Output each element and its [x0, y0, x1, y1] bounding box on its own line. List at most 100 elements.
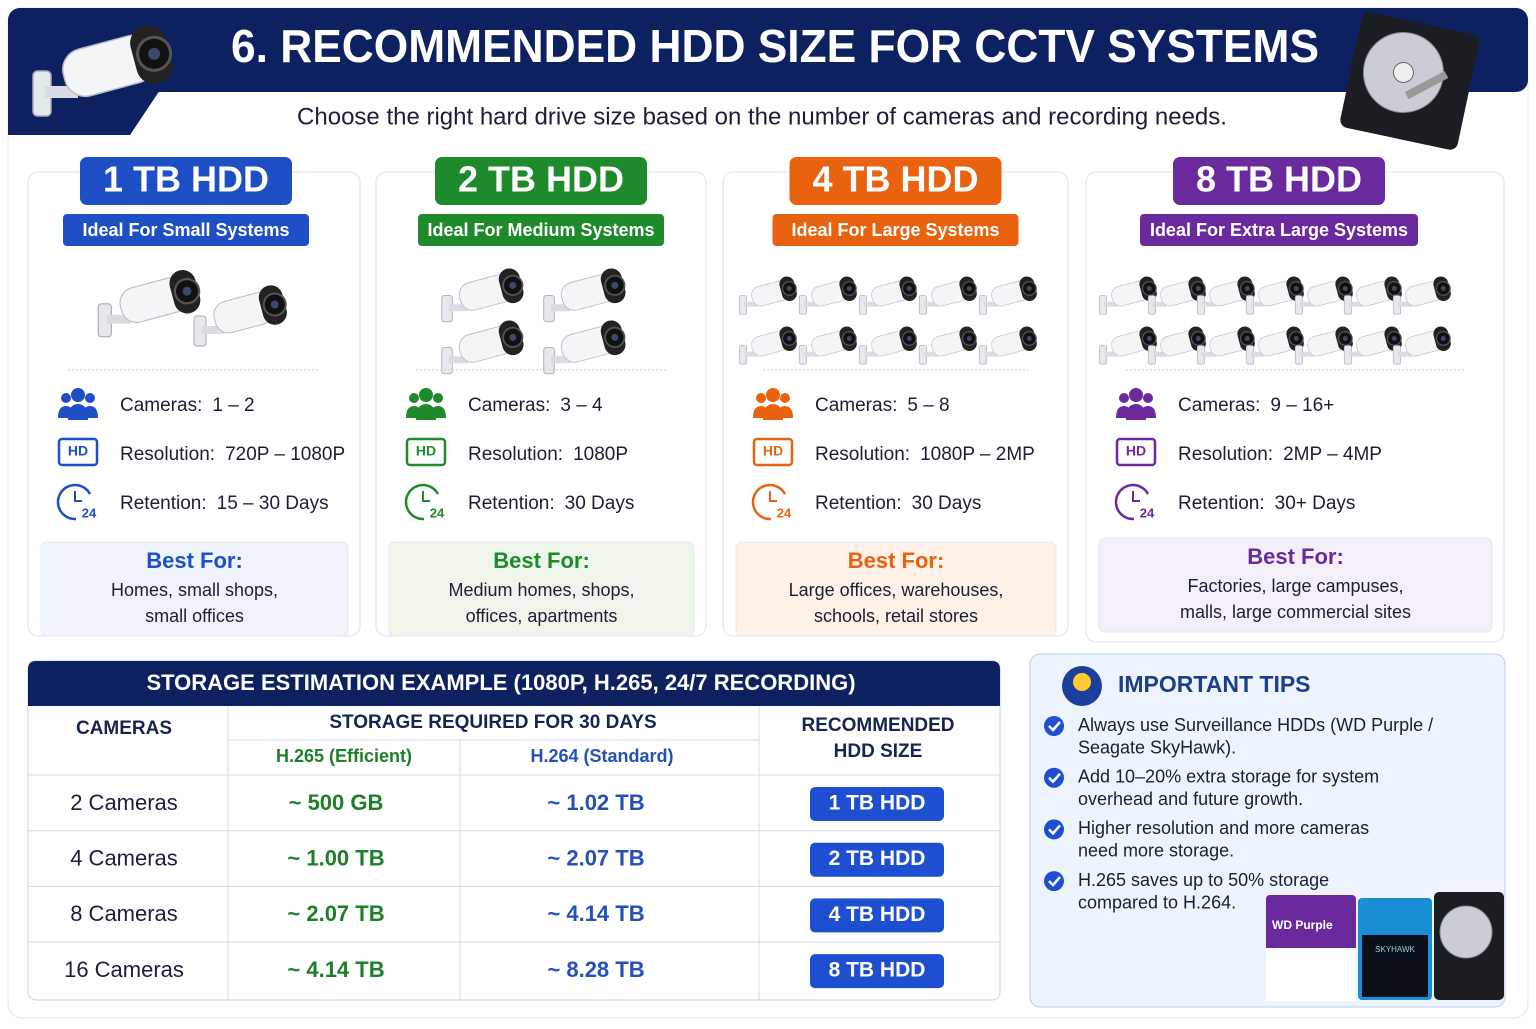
head — [766, 388, 780, 402]
hd-icon — [752, 437, 794, 467]
th: RECOMMENDED — [801, 715, 954, 736]
check-mark — [1048, 772, 1061, 784]
tip-line: H.265 saves up to 50% storage — [1078, 870, 1329, 890]
clock-icon — [404, 483, 440, 521]
bodies — [1116, 404, 1156, 420]
card-title: 4 TB HDD — [812, 159, 978, 200]
check-mark — [1048, 824, 1061, 836]
spec-value: 15 – 30 Days — [217, 493, 329, 514]
cell: ~ 4.14 TB — [287, 957, 384, 982]
people-icon — [1116, 388, 1156, 420]
hd-text: HD — [416, 443, 436, 459]
people-icon — [406, 388, 446, 420]
clock-text: 24 — [430, 505, 445, 520]
card-title-pill — [1173, 157, 1385, 205]
check-icon — [1044, 819, 1064, 840]
spec-value: 30 Days — [912, 493, 982, 514]
card-title: 8 TB HDD — [1196, 159, 1362, 200]
spec-value: 9 – 16+ — [1270, 395, 1334, 416]
spec-label: Retention: — [815, 493, 902, 514]
cell: 16 Cameras — [64, 957, 184, 982]
hd-text: HD — [1126, 443, 1146, 459]
spec-value: 1080P – 2MP — [920, 444, 1035, 465]
best-for-line: offices, apartments — [466, 606, 618, 626]
bodies — [58, 404, 98, 420]
head — [71, 388, 85, 402]
best-for-line: malls, large commercial sites — [1180, 602, 1411, 622]
cell: ~ 1.00 TB — [287, 846, 384, 871]
bodies — [753, 404, 793, 420]
spec-label: Resolution: — [815, 444, 910, 465]
cell: 8 Cameras — [70, 901, 178, 926]
spec-row: Resolution: 1080P – 2MP — [815, 444, 1035, 465]
spec-label: Retention: — [1178, 493, 1265, 514]
header-band — [8, 8, 1528, 92]
best-for-box — [40, 541, 349, 637]
head — [85, 393, 95, 403]
hdd-pill — [810, 787, 944, 821]
best-for-line: small offices — [145, 606, 244, 626]
tip-line: need more storage. — [1078, 841, 1234, 861]
head — [780, 393, 790, 403]
card-subtitle-pill — [418, 214, 664, 246]
check-icon — [1044, 767, 1064, 788]
hd-text: HD — [68, 443, 88, 459]
head — [61, 393, 71, 403]
spec-value: 1080P — [573, 444, 628, 465]
people-icon — [753, 388, 793, 420]
spec-label: Resolution: — [468, 444, 563, 465]
th: CAMERAS — [76, 718, 172, 739]
hdd-pill-text: 2 TB HDD — [829, 847, 926, 870]
spec-row: Resolution: 720P – 1080P — [120, 444, 345, 465]
people-icon — [58, 388, 98, 420]
table-title: STORAGE ESTIMATION EXAMPLE (1080P, H.265… — [146, 670, 855, 695]
best-for-title: Best For: — [848, 548, 945, 573]
bodies — [406, 404, 446, 420]
head — [433, 393, 443, 403]
card-title: 2 TB HDD — [458, 159, 624, 200]
spec-row: Retention: 30 Days — [815, 493, 981, 514]
clock-text: 24 — [82, 505, 97, 520]
cell: 2 Cameras — [70, 790, 178, 815]
best-for-title: Best For: — [146, 548, 243, 573]
spec-row: Retention: 15 – 30 Days — [120, 493, 329, 514]
best-for-box — [388, 541, 695, 637]
spec-value: 2MP – 4MP — [1283, 444, 1382, 465]
spec-row: Cameras: 3 – 4 — [468, 395, 603, 416]
spec-label: Cameras: — [120, 395, 202, 416]
spec-row: Retention: 30+ Days — [1178, 493, 1355, 514]
hd-icon — [405, 437, 447, 467]
head — [419, 388, 433, 402]
hdd-pill-text: 8 TB HDD — [829, 959, 926, 982]
spec-row: Cameras: 1 – 2 — [120, 395, 255, 416]
wd-label — [1266, 948, 1356, 1001]
clock-hands — [74, 491, 82, 502]
best-for-line: Large offices, warehouses, — [789, 580, 1004, 600]
clock-hands — [422, 491, 430, 502]
spec-label: Resolution: — [120, 444, 215, 465]
skyhawk-dark — [1362, 935, 1428, 997]
product-label: SKYHAWK — [1375, 945, 1415, 954]
spec-row: Cameras: 5 – 8 — [815, 395, 950, 416]
header-hdd — [1340, 12, 1480, 150]
best-for-title: Best For: — [1247, 544, 1344, 569]
card-subtitle-pill — [772, 214, 1019, 246]
spec-value: 30 Days — [565, 493, 635, 514]
check-mark — [1048, 876, 1061, 887]
card-subtitle: Ideal For Extra Large Systems — [1150, 220, 1408, 240]
tip-line: compared to H.264. — [1078, 892, 1236, 912]
clock-icon — [1114, 483, 1150, 521]
card-subtitle: Ideal For Small Systems — [82, 220, 289, 240]
subtitle: Choose the right hard drive size based o… — [297, 103, 1227, 130]
head — [1143, 393, 1153, 403]
hdd-pill-text: 1 TB HDD — [829, 792, 926, 815]
best-for-line: schools, retail stores — [814, 606, 978, 626]
hd-icon — [57, 437, 99, 467]
th: H.264 (Standard) — [530, 746, 673, 766]
card-title-pill — [789, 157, 1002, 205]
tip-line: Add 10–20% extra storage for system — [1078, 766, 1379, 786]
best-for-line: Factories, large campuses, — [1187, 576, 1403, 596]
best-for-title: Best For: — [493, 548, 590, 573]
cell: ~ 2.07 TB — [547, 846, 644, 871]
